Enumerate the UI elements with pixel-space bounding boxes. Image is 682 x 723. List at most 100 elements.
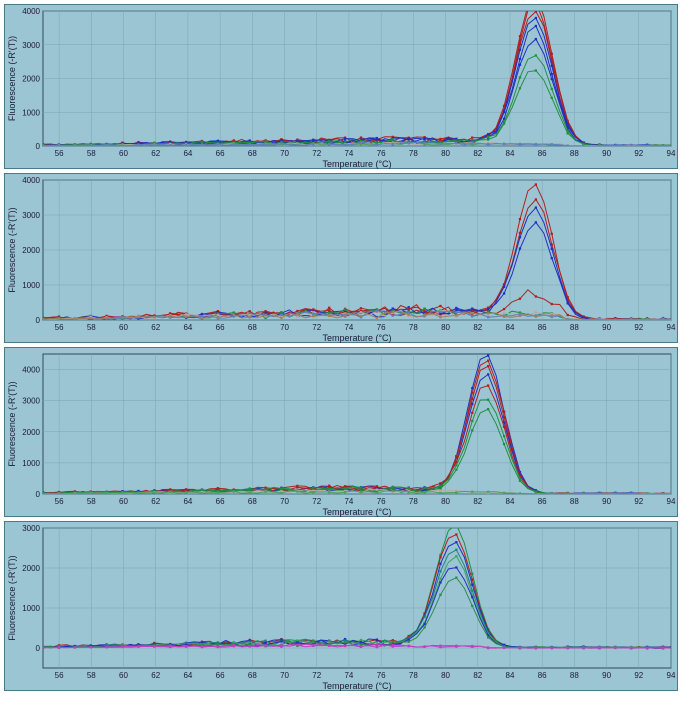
melt-curve-panel-4: 5658606264666870727476788082848688909294… <box>4 521 678 691</box>
x-tick-label: 60 <box>119 497 128 506</box>
y-axis-label: Fluorescence (-R'(T)) <box>7 36 17 121</box>
x-tick-label: 74 <box>344 149 353 158</box>
x-tick-label: 82 <box>473 497 482 506</box>
y-tick-label: 1000 <box>22 604 40 613</box>
plot-svg: 5658606264666870727476788082848688909294… <box>5 5 679 170</box>
x-tick-label: 62 <box>151 671 160 680</box>
y-tick-label: 2000 <box>22 75 40 84</box>
series-line <box>43 409 671 494</box>
x-tick-label: 86 <box>538 671 547 680</box>
x-tick-label: 64 <box>183 671 192 680</box>
x-tick-label: 92 <box>634 497 643 506</box>
series-line <box>43 550 671 648</box>
y-tick-label: 3000 <box>22 397 40 406</box>
y-tick-label: 4000 <box>22 366 40 375</box>
y-tick-label: 0 <box>36 142 41 151</box>
y-tick-label: 2000 <box>22 246 40 255</box>
x-tick-label: 68 <box>248 149 257 158</box>
x-tick-label: 90 <box>602 149 611 158</box>
x-tick-label: 88 <box>570 671 579 680</box>
x-tick-label: 94 <box>667 497 676 506</box>
y-tick-label: 2000 <box>22 428 40 437</box>
series-group <box>42 523 671 649</box>
x-tick-label: 78 <box>409 671 418 680</box>
x-tick-label: 72 <box>312 671 321 680</box>
x-tick-label: 70 <box>280 323 289 332</box>
series-line <box>43 56 671 147</box>
melt-curve-panel-1: 5658606264666870727476788082848688909294… <box>4 4 678 169</box>
x-tick-label: 78 <box>409 497 418 506</box>
x-tick-label: 64 <box>183 497 192 506</box>
x-tick-label: 58 <box>87 497 96 506</box>
series-line <box>43 5 671 146</box>
x-axis-label: Temperature (°C) <box>322 159 391 169</box>
melt-curve-panel-3: 5658606264666870727476788082848688909294… <box>4 347 678 517</box>
x-tick-label: 88 <box>570 149 579 158</box>
x-tick-label: 68 <box>248 323 257 332</box>
x-tick-label: 62 <box>151 323 160 332</box>
x-tick-label: 84 <box>506 323 515 332</box>
x-tick-label: 80 <box>441 671 450 680</box>
x-tick-label: 82 <box>473 671 482 680</box>
series-group <box>42 5 671 147</box>
y-tick-label: 0 <box>36 490 41 499</box>
y-tick-label: 3000 <box>22 41 40 50</box>
x-tick-label: 94 <box>667 149 676 158</box>
x-tick-label: 58 <box>87 323 96 332</box>
x-tick-label: 88 <box>570 323 579 332</box>
series-line <box>43 18 671 146</box>
series-line <box>43 26 671 146</box>
series-line <box>43 386 671 495</box>
x-tick-label: 92 <box>634 671 643 680</box>
x-tick-label: 76 <box>377 671 386 680</box>
x-tick-label: 86 <box>538 323 547 332</box>
x-tick-label: 74 <box>344 671 353 680</box>
x-tick-label: 76 <box>377 497 386 506</box>
x-tick-label: 68 <box>248 671 257 680</box>
x-tick-label: 58 <box>87 149 96 158</box>
series-line <box>43 208 671 321</box>
y-tick-label: 0 <box>36 316 41 325</box>
x-tick-label: 56 <box>55 323 64 332</box>
series-line <box>43 39 671 146</box>
series-group <box>42 183 671 321</box>
x-tick-label: 88 <box>570 497 579 506</box>
x-tick-label: 74 <box>344 497 353 506</box>
series-line <box>43 5 671 146</box>
x-tick-label: 72 <box>312 497 321 506</box>
series-line <box>43 71 671 146</box>
x-tick-label: 92 <box>634 323 643 332</box>
x-tick-label: 56 <box>55 149 64 158</box>
series-line <box>43 535 671 649</box>
x-tick-label: 72 <box>312 149 321 158</box>
series-line <box>43 400 671 494</box>
x-tick-label: 70 <box>280 149 289 158</box>
x-tick-label: 60 <box>119 149 128 158</box>
x-axis-label: Temperature (°C) <box>322 507 391 517</box>
x-tick-label: 64 <box>183 149 192 158</box>
x-tick-label: 94 <box>667 671 676 680</box>
x-tick-label: 56 <box>55 671 64 680</box>
x-tick-label: 86 <box>538 497 547 506</box>
x-tick-label: 92 <box>634 149 643 158</box>
x-tick-label: 70 <box>280 497 289 506</box>
x-tick-label: 78 <box>409 149 418 158</box>
y-tick-label: 3000 <box>22 211 40 220</box>
series-line <box>43 222 671 320</box>
x-tick-label: 84 <box>506 671 515 680</box>
series-line <box>43 200 671 321</box>
x-tick-label: 70 <box>280 671 289 680</box>
series-group <box>42 354 671 495</box>
series-line <box>43 542 671 648</box>
x-tick-label: 66 <box>216 149 225 158</box>
x-tick-label: 62 <box>151 497 160 506</box>
plot-svg: 5658606264666870727476788082848688909294… <box>5 174 679 344</box>
x-tick-label: 84 <box>506 149 515 158</box>
y-tick-label: 2000 <box>22 564 40 573</box>
x-tick-label: 66 <box>216 323 225 332</box>
series-line <box>43 374 671 494</box>
series-line <box>43 366 671 494</box>
x-tick-label: 56 <box>55 497 64 506</box>
plot-svg: 5658606264666870727476788082848688909294… <box>5 348 679 518</box>
y-axis-label: Fluorescence (-R'(T)) <box>7 381 17 466</box>
